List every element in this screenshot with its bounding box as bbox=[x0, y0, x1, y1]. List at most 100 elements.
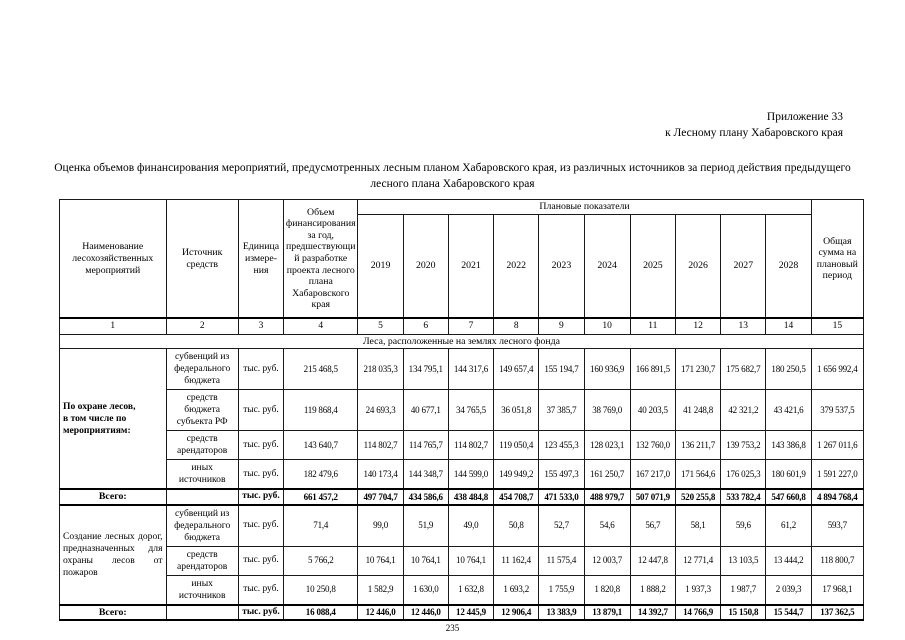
value-cell: 61,2 bbox=[765, 504, 812, 547]
value-cell: 71,4 bbox=[283, 504, 359, 547]
year-header: 2023 bbox=[538, 213, 585, 320]
document-title: Оценка объемов финансирования мероприяти… bbox=[54, 162, 851, 191]
year-header: 2027 bbox=[720, 213, 767, 320]
total-value-cell: 661 457,2 bbox=[283, 488, 359, 506]
unit-cell: тыс. руб. bbox=[237, 488, 285, 506]
value-cell: 12 003,7 bbox=[583, 545, 631, 576]
value-cell: 2 039,3 bbox=[765, 574, 812, 606]
total-value-cell: 137 362,5 bbox=[810, 603, 865, 622]
unit-cell: тыс. руб. bbox=[237, 389, 285, 432]
value-cell: 176 025,3 bbox=[720, 459, 767, 490]
funding-source-cell: средств бюджета субъекта РФ bbox=[165, 389, 239, 432]
value-cell: 132 760,0 bbox=[629, 430, 676, 461]
value-cell: 140 173,4 bbox=[357, 459, 404, 490]
funding-source-cell: иных источников bbox=[165, 459, 239, 490]
value-cell: 182 479,6 bbox=[283, 459, 359, 490]
header-funding-source: Источник средств bbox=[165, 199, 239, 320]
column-number: 3 bbox=[237, 317, 285, 335]
value-cell: 41 248,8 bbox=[674, 389, 722, 432]
total-value-cell: 15 150,8 bbox=[720, 603, 767, 622]
year-header: 2022 bbox=[493, 213, 540, 320]
total-value-cell: 454 708,7 bbox=[493, 488, 540, 506]
value-cell: 171 230,7 bbox=[674, 348, 722, 391]
value-cell: 155 497,3 bbox=[538, 459, 585, 490]
value-cell: 1 630,0 bbox=[402, 574, 449, 606]
value-cell: 149 657,4 bbox=[493, 348, 540, 391]
value-cell: 1 820,8 bbox=[583, 574, 631, 606]
value-cell: 10 764,1 bbox=[402, 545, 449, 576]
value-cell: 50,8 bbox=[493, 504, 540, 547]
year-header: 2025 bbox=[629, 213, 676, 320]
value-cell: 1 693,2 bbox=[493, 574, 540, 606]
total-value-cell: 533 782,4 bbox=[720, 488, 767, 506]
value-cell: 1 656 992,4 bbox=[810, 348, 865, 391]
total-value-cell: 13 879,1 bbox=[583, 603, 631, 622]
value-cell: 58,1 bbox=[674, 504, 722, 547]
value-cell: 99,0 bbox=[357, 504, 404, 547]
value-cell: 144 317,6 bbox=[447, 348, 495, 391]
value-cell: 43 421,6 bbox=[765, 389, 812, 432]
value-cell: 123 455,3 bbox=[538, 430, 585, 461]
value-cell: 161 250,7 bbox=[583, 459, 631, 490]
total-value-cell: 471 533,0 bbox=[538, 488, 585, 506]
total-value-cell: 12 906,4 bbox=[493, 603, 540, 622]
funding-source-cell: иных источников bbox=[165, 574, 239, 606]
total-value-cell: 497 704,7 bbox=[357, 488, 404, 506]
value-cell: 128 023,1 bbox=[583, 430, 631, 461]
unit-cell: тыс. руб. bbox=[237, 504, 285, 547]
value-cell: 1 888,2 bbox=[629, 574, 676, 606]
total-value-cell: 15 544,7 bbox=[765, 603, 812, 622]
appendix-subject: к Лесному плану Хабаровского края bbox=[665, 126, 843, 139]
value-cell: 12 771,4 bbox=[674, 545, 722, 576]
year-header: 2019 bbox=[357, 213, 404, 320]
value-cell: 56,7 bbox=[629, 504, 676, 547]
total-value-cell: 14 392,7 bbox=[629, 603, 676, 622]
value-cell: 134 795,1 bbox=[402, 348, 449, 391]
column-number: 6 bbox=[402, 317, 449, 335]
value-cell: 175 682,7 bbox=[720, 348, 767, 391]
column-number: 8 bbox=[493, 317, 540, 335]
funding-source-cell: субвенций из федерального бюджета bbox=[165, 348, 239, 391]
value-cell: 10 764,1 bbox=[447, 545, 495, 576]
unit-cell: тыс. руб. bbox=[237, 348, 285, 391]
year-header: 2021 bbox=[447, 213, 495, 320]
value-cell: 114 765,7 bbox=[402, 430, 449, 461]
value-cell: 180 250,5 bbox=[765, 348, 812, 391]
section-row-forest-lands: Леса, расположенные на землях лесного фо… bbox=[59, 333, 864, 350]
value-cell: 136 211,7 bbox=[674, 430, 722, 461]
total-value-cell: 547 660,8 bbox=[765, 488, 812, 506]
header-activity-name: Наименование лесохозяйственных мероприят… bbox=[59, 199, 167, 320]
total-value-cell: 16 088,4 bbox=[283, 603, 359, 622]
value-cell: 40 203,5 bbox=[629, 389, 676, 432]
value-cell: 13 103,5 bbox=[720, 545, 767, 576]
value-cell: 218 035,3 bbox=[357, 348, 404, 391]
total-value-cell: 488 979,7 bbox=[583, 488, 631, 506]
unit-cell: тыс. руб. bbox=[237, 545, 285, 576]
value-cell: 13 444,2 bbox=[765, 545, 812, 576]
value-cell: 1 632,8 bbox=[447, 574, 495, 606]
total-value-cell: 13 383,9 bbox=[538, 603, 585, 622]
column-number: 12 bbox=[674, 317, 722, 335]
value-cell: 11 575,4 bbox=[538, 545, 585, 576]
value-cell: 1 267 011,6 bbox=[810, 430, 865, 461]
funding-source-cell: субвенций из федерального бюджета bbox=[165, 504, 239, 547]
value-cell: 11 162,4 bbox=[493, 545, 540, 576]
value-cell: 167 217,0 bbox=[629, 459, 676, 490]
total-value-cell: 12 445,9 bbox=[447, 603, 495, 622]
value-cell: 1 987,7 bbox=[720, 574, 767, 606]
total-value-cell: 438 484,8 bbox=[447, 488, 495, 506]
funding-source-cell: средств арендаторов bbox=[165, 430, 239, 461]
total-label: Всего: bbox=[59, 603, 167, 622]
total-value-cell: 12 446,0 bbox=[402, 603, 449, 622]
value-cell: 160 936,9 bbox=[583, 348, 631, 391]
value-cell: 10 250,8 bbox=[283, 574, 359, 606]
value-cell: 59,6 bbox=[720, 504, 767, 547]
finance-table: Наименование лесохозяйственных мероприят… bbox=[59, 199, 865, 622]
value-cell: 1 591 227,0 bbox=[810, 459, 865, 490]
value-cell: 5 766,2 bbox=[283, 545, 359, 576]
value-cell: 1 755,9 bbox=[538, 574, 585, 606]
appendix-note: Приложение 33 к Лесному плану Хабаровско… bbox=[0, 110, 843, 141]
funding-source-cell: средств арендаторов bbox=[165, 545, 239, 576]
value-cell: 143 386,8 bbox=[765, 430, 812, 461]
value-cell: 119 050,4 bbox=[493, 430, 540, 461]
